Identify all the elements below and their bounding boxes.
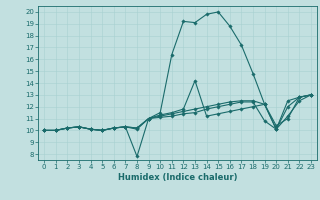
X-axis label: Humidex (Indice chaleur): Humidex (Indice chaleur): [118, 173, 237, 182]
